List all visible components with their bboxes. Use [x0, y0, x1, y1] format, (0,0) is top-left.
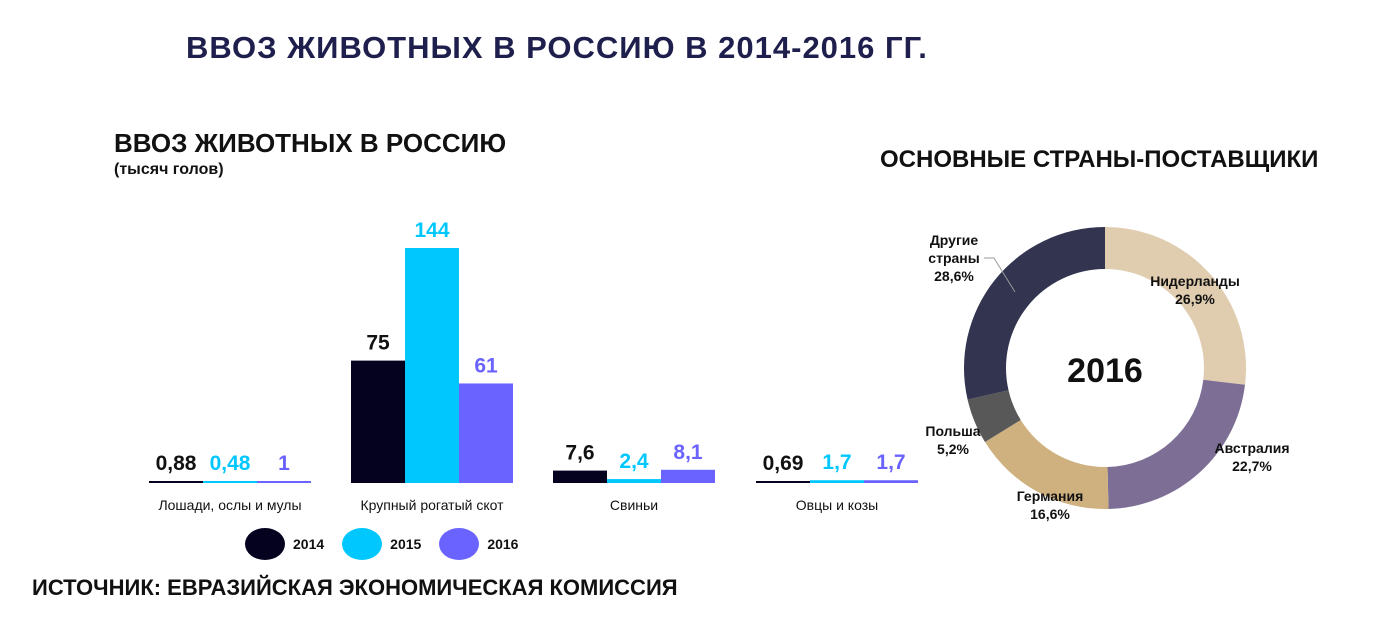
legend-item-2014: 2014	[245, 528, 324, 560]
bar-chart-subtitle: (тысяч голов)	[114, 161, 224, 178]
legend-label-2016: 2016	[487, 536, 519, 552]
donut-slice-2	[985, 419, 1109, 509]
bar-chart-title: ВВОЗ ЖИВОТНЫХ В РОССИЮ	[114, 128, 507, 158]
donut-label-3: Польша 5,2%	[925, 423, 980, 457]
bar-value-label: 61	[474, 354, 498, 377]
legend-swatch-2015	[342, 528, 383, 560]
bar-value-label: 1	[278, 452, 290, 475]
bar-value-label: 144	[414, 219, 449, 242]
bar-value-label: 75	[366, 332, 390, 355]
legend-label-2015: 2015	[390, 536, 422, 552]
bar-2014-2	[553, 470, 607, 483]
donut-label-1: Австралия 22,7%	[1214, 440, 1289, 474]
bar-value-label: 2,4	[619, 450, 649, 473]
bar-value-label: 0,69	[763, 452, 804, 475]
bar-2014-1	[351, 360, 405, 483]
legend-label-2014: 2014	[293, 536, 325, 552]
bar-value-label: 1,7	[822, 451, 851, 474]
donut-slice-1	[1107, 379, 1245, 509]
category-label: Овцы и козы	[796, 497, 878, 513]
bar-2016-3	[864, 480, 918, 483]
donut-label-2: Германия 16,6%	[1017, 488, 1084, 522]
legend-swatch-2016	[439, 528, 480, 560]
bar-2015-3	[810, 480, 864, 483]
bar-2016-0	[257, 481, 311, 483]
donut-slice-0	[1105, 227, 1246, 385]
category-label: Крупный рогатый скот	[360, 497, 504, 513]
legend-swatch-2014	[245, 528, 285, 560]
bar-value-label: 0,48	[210, 452, 251, 475]
donut-slice-3	[967, 390, 1021, 443]
bar-2015-1	[405, 248, 459, 483]
category-label: Свиньи	[610, 497, 658, 513]
bar-value-label: 0,88	[156, 452, 197, 475]
bar-2016-1	[459, 383, 513, 483]
bar-value-label: 1,7	[876, 451, 905, 474]
donut-center-label: 2016	[1067, 352, 1143, 390]
bar-value-label: 8,1	[673, 441, 703, 464]
bar-2016-2	[661, 469, 715, 483]
donut-slice-4	[964, 227, 1105, 400]
bar-2014-0	[149, 481, 203, 483]
bar-2014-3	[756, 481, 810, 483]
source-note: ИСТОЧНИК: ЕВРАЗИЙСКАЯ ЭКОНОМИЧЕСКАЯ КОМИ…	[32, 575, 678, 600]
legend-item-2015: 2015	[342, 528, 421, 560]
donut-chart-title: ОСНОВНЫЕ СТРАНЫ-ПОСТАВЩИКИ	[880, 146, 1319, 173]
donut-label-0: Нидерланды 26,9%	[1150, 273, 1240, 307]
page-title: ВВОЗ ЖИВОТНЫХ В РОССИЮ В 2014-2016 ГГ.	[186, 30, 928, 65]
bar-value-label: 7,6	[565, 442, 594, 465]
bar-2015-2	[607, 479, 661, 483]
bar-chart-legend: 2014 2015 2016	[245, 528, 536, 560]
donut-label-4: Другие страны 28,6%	[928, 232, 979, 284]
legend-item-2016: 2016	[439, 528, 518, 560]
bar-2015-0	[203, 481, 257, 483]
category-label: Лошади, ослы и мулы	[158, 497, 301, 513]
donut-leader-line	[984, 257, 1016, 293]
